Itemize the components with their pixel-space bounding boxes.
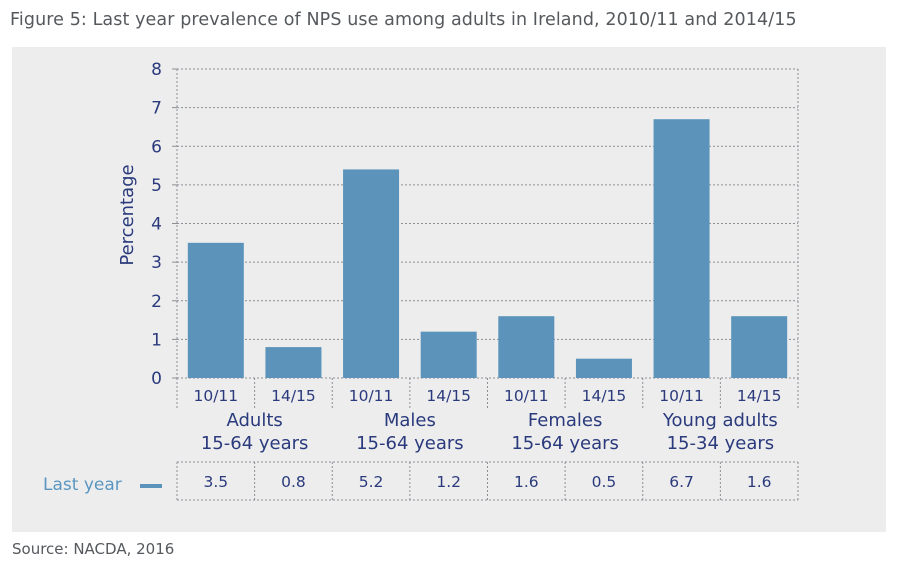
bar (343, 169, 400, 378)
source-note: Source: NACDA, 2016 (12, 540, 175, 558)
group-label: Young adults (662, 410, 778, 431)
bars (187, 119, 788, 379)
bar (575, 358, 632, 378)
chart-panel (12, 47, 886, 532)
table-cell: 1.6 (514, 473, 539, 491)
group-sublabel: 15-64 years (356, 433, 464, 454)
group-label: Males (384, 410, 436, 431)
y-tick-label: 0 (151, 369, 162, 389)
x-ticks: 10/11 14/15 10/11 14/15 10/11 14/15 10/11 14/15 (176, 378, 799, 408)
x-tick-label: 14/15 (737, 387, 782, 405)
y-axis-label: Percentage (117, 164, 138, 265)
table-cell: 0.8 (281, 473, 306, 491)
y-tick-label: 1 (151, 330, 162, 350)
y-tick-label: 4 (151, 215, 162, 235)
legend-swatch (140, 484, 162, 488)
x-tick-label: 14/15 (582, 387, 627, 405)
group-sublabel: 15-64 years (511, 433, 619, 454)
group-sublabel: 15-64 years (201, 433, 309, 454)
y-tick-label: 5 (151, 176, 162, 196)
table-cell: 0.5 (592, 473, 617, 491)
bar (498, 316, 555, 378)
table-cell: 1.2 (436, 473, 461, 491)
x-tick-label: 10/11 (193, 387, 238, 405)
y-tick-label: 3 (151, 253, 162, 273)
bar (420, 331, 477, 378)
y-tick-label: 8 (151, 60, 162, 80)
table-cell: 5.2 (359, 473, 384, 491)
bar (731, 316, 788, 378)
x-tick-label: 14/15 (426, 387, 471, 405)
legend-label: Last year (43, 475, 122, 495)
bar (187, 242, 244, 378)
y-tick-label: 6 (151, 137, 162, 157)
table-cell: 1.6 (747, 473, 772, 491)
x-tick-label: 10/11 (349, 387, 394, 405)
table-cell: 3.5 (203, 473, 228, 491)
bar (653, 119, 710, 379)
x-tick-label: 10/11 (504, 387, 549, 405)
y-tick-label: 7 (151, 99, 162, 119)
figure-title: Figure 5: Last year prevalence of NPS us… (10, 10, 797, 30)
group-label: Females (528, 410, 602, 431)
bar (265, 347, 322, 378)
y-ticks: 0 1 2 3 4 5 6 7 8 (151, 60, 162, 389)
group-sublabel: 15-34 years (667, 433, 775, 454)
x-tick-label: 10/11 (659, 387, 704, 405)
y-tick-label: 2 (151, 292, 162, 312)
group-label: Adults (226, 410, 282, 431)
table-cell: 6.7 (669, 473, 694, 491)
x-tick-label: 14/15 (271, 387, 316, 405)
data-table: 3.5 0.8 5.2 1.2 1.6 0.5 6.7 1.6 (176, 461, 799, 501)
